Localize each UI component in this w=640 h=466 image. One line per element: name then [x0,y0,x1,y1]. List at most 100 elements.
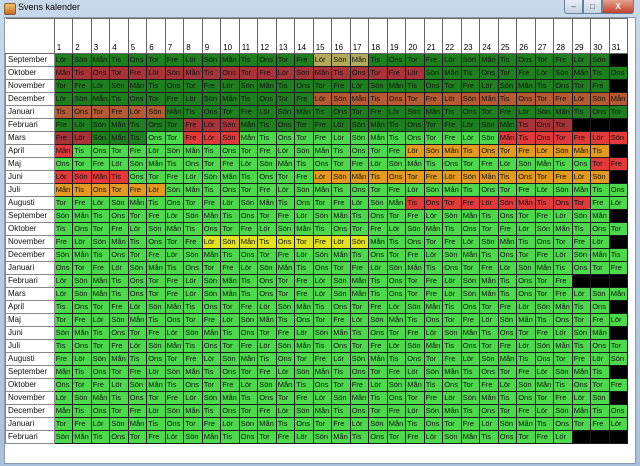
day-cell[interactable]: Fre [238,300,259,314]
day-cell[interactable]: Sön [534,222,555,236]
day-cell[interactable]: Fre [146,430,166,444]
title-bar[interactable]: Svens kalender – □ X [0,0,640,16]
day-cell[interactable]: Ons [405,235,425,249]
day-cell[interactable]: Fre [405,326,425,340]
day-cell[interactable]: Lör [516,339,536,353]
day-cell[interactable]: Tor [220,105,240,119]
day-cell[interactable]: Lör [405,365,425,379]
day-cell[interactable]: Lör [183,53,203,67]
day-cell[interactable]: Mån [608,287,629,301]
day-cell[interactable]: Ons [275,131,296,145]
day-cell[interactable]: Sön [127,378,148,392]
day-cell[interactable]: Tor [516,326,536,340]
day-cell[interactable]: Lör [460,235,481,249]
day-cell[interactable]: Sön [423,144,444,158]
day-cell[interactable]: Sön [571,248,592,262]
day-cell[interactable]: Tor [275,274,296,288]
day-cell[interactable]: Mån [312,365,333,379]
day-cell[interactable]: Lör [331,118,351,132]
day-cell[interactable]: Mån [183,183,203,197]
day-cell[interactable]: Ons [460,105,481,119]
day-cell[interactable]: Mån [90,170,111,184]
day-cell[interactable]: Ons [331,105,351,119]
day-cell[interactable]: Tor [109,144,129,158]
day-cell[interactable]: Tor [294,235,314,249]
day-cell[interactable]: Lör [479,196,499,210]
day-cell[interactable]: Fre [553,391,573,405]
day-cell[interactable]: Lör [201,118,222,132]
day-cell[interactable]: Lör [312,170,333,184]
day-cell[interactable]: Sön [423,183,444,197]
day-cell[interactable]: Sön [331,274,351,288]
day-cell[interactable]: Lör [146,66,166,80]
day-cell[interactable]: Fre [423,92,444,106]
day-cell[interactable]: Mån [349,92,370,106]
day-cell[interactable]: Lör [183,274,203,288]
day-cell[interactable]: Fre [571,352,592,366]
day-cell[interactable]: Tor [534,287,555,301]
day-cell[interactable]: Ons [460,222,481,236]
day-cell[interactable]: Tor [590,261,610,275]
day-cell[interactable]: Sön [294,365,314,379]
day-cell[interactable]: Fre [590,196,610,210]
day-cell[interactable]: Ons [127,287,148,301]
day-cell[interactable]: Tis [53,222,74,236]
day-cell[interactable]: Fre [294,391,314,405]
day-cell[interactable]: Lör [146,404,166,418]
day-cell[interactable]: Sön [257,157,277,171]
day-cell[interactable]: Lör [368,261,388,275]
day-cell[interactable]: Lör [553,248,573,262]
day-cell[interactable]: Mån [275,261,296,275]
day-cell[interactable]: Lör [90,196,111,210]
day-cell[interactable]: Lör [423,209,444,223]
day-cell[interactable]: Lör [238,157,259,171]
day-cell[interactable]: Tis [127,352,148,366]
day-cell[interactable]: Ons [442,157,462,171]
day-cell[interactable]: Sön [331,391,351,405]
day-cell[interactable]: Mån [183,144,203,158]
day-cell[interactable]: Sön [608,131,629,145]
day-cell[interactable]: Lör [257,300,277,314]
day-cell[interactable]: Lör [479,417,499,431]
day-cell[interactable]: Tor [368,144,388,158]
day-cell[interactable]: Tor [201,261,222,275]
day-cell[interactable]: Fre [368,339,388,353]
day-cell[interactable]: Mån [294,222,314,236]
day-cell[interactable]: Ons [183,378,203,392]
day-cell[interactable]: Sön [553,404,573,418]
day-cell[interactable]: Mån [164,339,185,353]
day-cell[interactable]: Mån [275,378,296,392]
day-cell[interactable]: Ons [183,261,203,275]
day-cell[interactable]: Mån [127,313,148,327]
day-cell[interactable]: Fre [294,274,314,288]
day-cell[interactable]: Lör [238,378,259,392]
day-cell[interactable]: Lör [331,235,351,249]
day-cell[interactable]: Fre [516,144,536,158]
day-cell[interactable]: Mån [349,170,370,184]
day-cell[interactable]: Tor [53,313,74,327]
day-cell[interactable]: Lör [497,157,518,171]
day-cell[interactable]: Lör [183,92,203,106]
day-cell[interactable]: Sön [238,79,259,93]
day-cell[interactable]: Tis [442,105,462,119]
day-cell[interactable]: Ons [405,131,425,145]
day-cell[interactable]: Tis [479,248,499,262]
day-cell[interactable]: Fre [238,339,259,353]
day-cell[interactable]: Ons [127,53,148,67]
minimize-button[interactable]: – [564,0,583,14]
day-cell[interactable]: Sön [164,183,185,197]
day-cell[interactable]: Mån [423,222,444,236]
day-cell[interactable]: Ons [220,365,240,379]
day-cell[interactable]: Mån [312,66,333,80]
day-cell[interactable]: Lör [164,209,185,223]
day-cell[interactable]: Tis [368,274,388,288]
day-cell[interactable]: Sön [53,248,74,262]
day-cell[interactable]: Lör [571,170,592,184]
day-cell[interactable]: Tor [72,378,92,392]
day-cell[interactable]: Tor [109,404,129,418]
day-cell[interactable]: Sön [312,430,333,444]
day-cell[interactable]: Tor [238,144,259,158]
day-cell[interactable]: Fre [423,53,444,67]
day-cell[interactable]: Lör [127,339,148,353]
day-cell[interactable]: Lör [183,391,203,405]
